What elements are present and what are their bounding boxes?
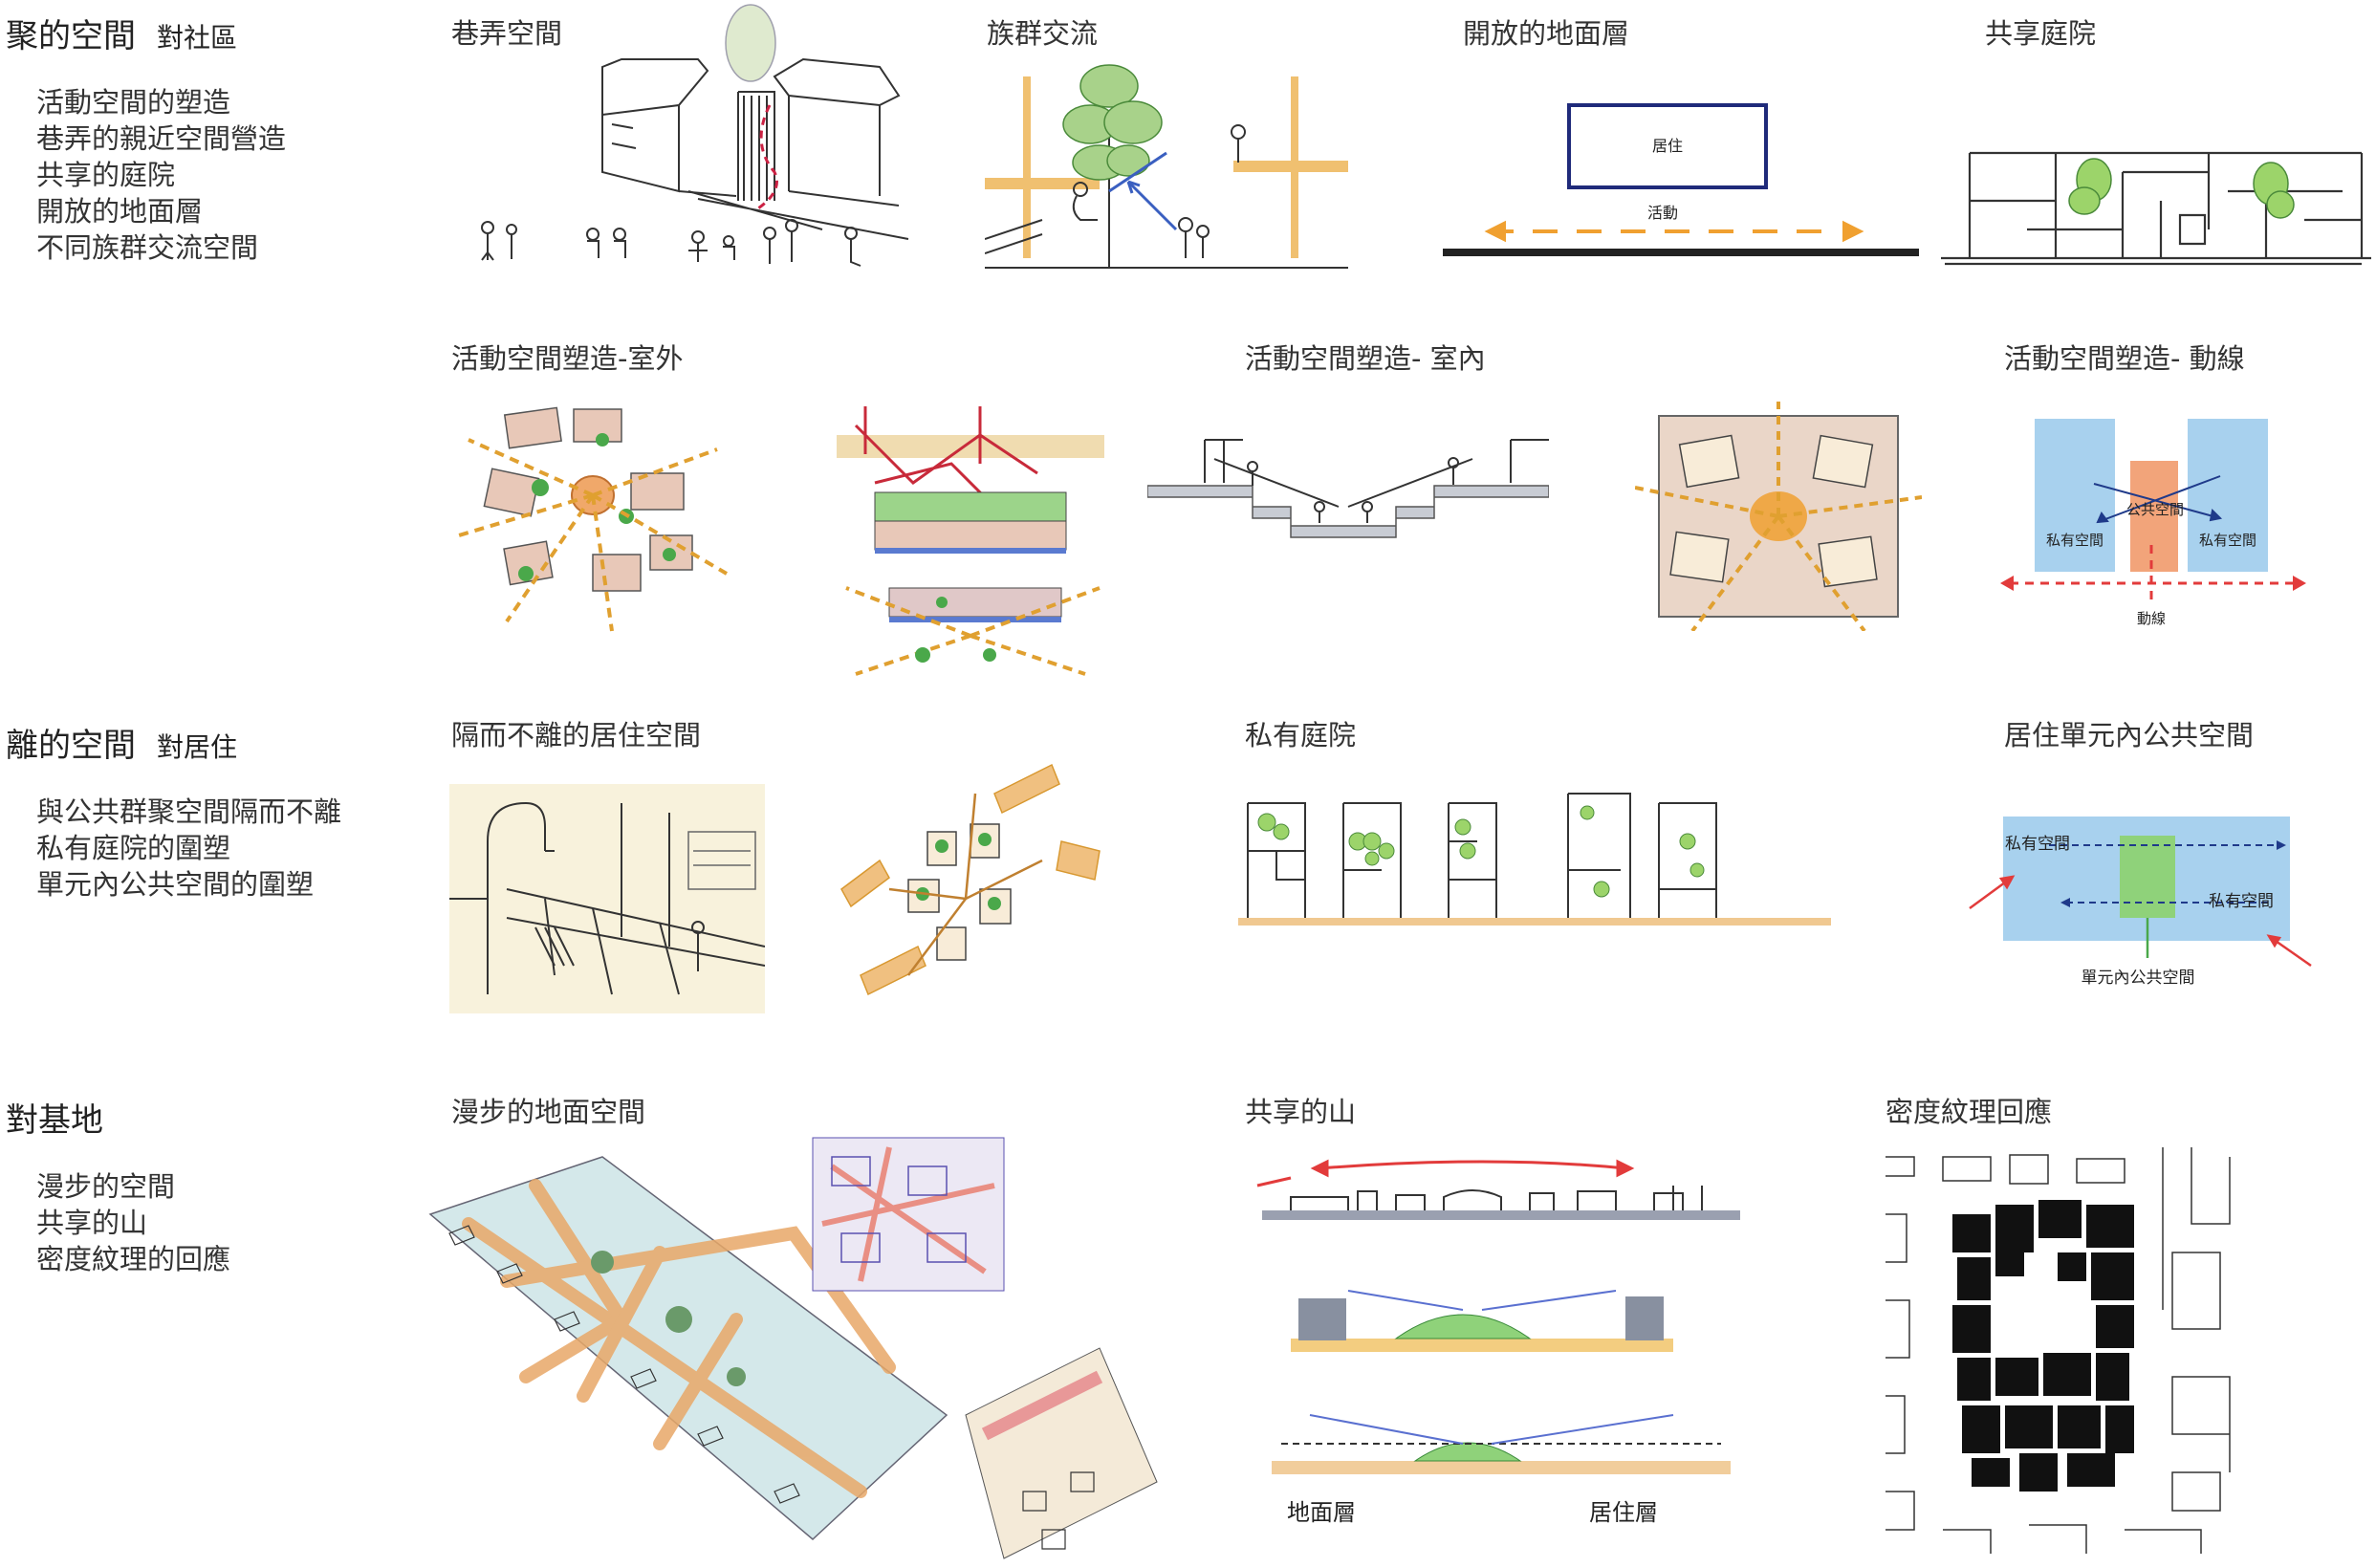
private-space-left bbox=[2035, 419, 2115, 572]
caption-outdoor: 活動空間塑造-室外 bbox=[451, 342, 684, 375]
bullet-item: 密度紋理的回應 bbox=[36, 1243, 231, 1275]
caption-open-ground: 開放的地面層 bbox=[1463, 17, 1630, 50]
public-space bbox=[2130, 461, 2178, 572]
open-ground-diagram: 居住 活動 bbox=[1443, 103, 1919, 256]
circulation-diagram: 公共空間 私有空間 私有空間 動線 bbox=[2000, 419, 2306, 627]
private-courtyard-sketch bbox=[1238, 793, 1831, 926]
section-residence-label: 居住層 bbox=[1589, 1499, 1658, 1526]
separated-living-sketch bbox=[449, 784, 765, 1013]
bullet-list-gather: 活動空間的塑造 巷弄的親近空間營造 共享的庭院 開放的地面層 不同族群交流空間 bbox=[36, 84, 286, 266]
circulation-label: 動線 bbox=[2137, 610, 2166, 627]
bullet-item: 與公共群聚空間隔而不離 bbox=[36, 795, 342, 828]
separated-plan-sketch bbox=[840, 763, 1101, 996]
caption-unit-public: 居住單元內公共空間 bbox=[2004, 719, 2255, 751]
section-title-gather: 聚的空間 對社區 bbox=[6, 17, 238, 55]
unit-public-diagram: 私有空間 私有空間 單元內公共空間 bbox=[1969, 817, 2312, 988]
caption-circulation: 活動空間塑造- 動線 bbox=[2004, 342, 2245, 375]
shared-courtyard-sketch bbox=[1941, 151, 2371, 266]
caption-indoor: 活動空間塑造- 室內 bbox=[1245, 342, 1486, 375]
shared-mountain-sketch bbox=[1256, 1159, 1740, 1474]
activity-label: 活動 bbox=[1647, 204, 1678, 222]
outdoor-plan-sketch-2 bbox=[837, 406, 1104, 676]
private-space-left-label: 私有空間 bbox=[2046, 532, 2104, 549]
bullet-item: 漫步的空間 bbox=[36, 1170, 176, 1203]
unit-left-label: 私有空間 bbox=[2005, 835, 2070, 854]
indoor-plan-sketch bbox=[1635, 402, 1922, 631]
bullet-item: 共享的庭院 bbox=[36, 159, 176, 191]
bullet-item: 共享的山 bbox=[36, 1207, 148, 1239]
unit-right-label: 私有空間 bbox=[2209, 892, 2274, 911]
bullet-list-site: 漫步的空間 共享的山 密度紋理的回應 bbox=[36, 1168, 230, 1277]
caption-alley: 巷弄空間 bbox=[451, 17, 563, 50]
alley-sketch bbox=[481, 4, 909, 267]
residence-box bbox=[1567, 103, 1768, 189]
private-space-right-label: 私有空間 bbox=[2199, 532, 2256, 549]
caption-ethnic: 族群交流 bbox=[987, 17, 1099, 50]
bullet-list-separate: 與公共群聚空間隔而不離 私有庭院的圍塑 單元內公共空間的圍塑 bbox=[36, 794, 341, 903]
caption-density: 密度紋理回應 bbox=[1886, 1096, 2053, 1128]
caption-separated: 隔而不離的居住空間 bbox=[451, 719, 702, 751]
bullet-item: 單元內公共空間的圍塑 bbox=[36, 868, 315, 901]
bullet-item: 巷弄的親近空間營造 bbox=[36, 122, 287, 155]
bullet-item: 不同族群交流空間 bbox=[36, 231, 259, 264]
density-figure-ground bbox=[1886, 1147, 2231, 1554]
caption-shared-mountain: 共享的山 bbox=[1245, 1096, 1357, 1128]
public-space-label: 公共空間 bbox=[2126, 501, 2184, 518]
caption-courtyard: 共享庭院 bbox=[1985, 17, 2097, 50]
unit-bottom-label: 單元內公共空間 bbox=[2082, 969, 2195, 988]
unit-public-area bbox=[2120, 836, 2175, 918]
indoor-section-sketch bbox=[1147, 439, 1549, 538]
caption-private-yard: 私有庭院 bbox=[1245, 719, 1357, 751]
bullet-item: 私有庭院的圍塑 bbox=[36, 832, 231, 864]
private-space-right bbox=[2188, 419, 2268, 572]
section-ground-label: 地面層 bbox=[1287, 1499, 1356, 1526]
ethnic-exchange-sketch bbox=[985, 64, 1348, 269]
bullet-item: 開放的地面層 bbox=[36, 195, 204, 228]
outdoor-plan-sketch-1 bbox=[458, 406, 729, 632]
residence-label: 居住 bbox=[1652, 137, 1683, 155]
caption-stroll: 漫步的地面空間 bbox=[451, 1096, 646, 1128]
section-title-site: 對基地 bbox=[6, 1101, 103, 1140]
stroll-aerial-sketch bbox=[428, 1137, 1158, 1559]
section-title-separate: 離的空間 對居住 bbox=[6, 727, 238, 765]
bullet-item: 活動空間的塑造 bbox=[36, 86, 231, 119]
